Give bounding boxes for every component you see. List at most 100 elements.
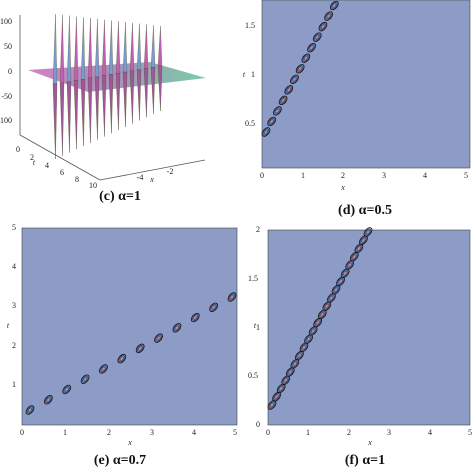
spike bbox=[80, 17, 86, 80]
contour bbox=[62, 384, 72, 395]
t-tick-label: 5 bbox=[12, 223, 16, 232]
t-tick-label: 2 bbox=[30, 153, 34, 162]
contour bbox=[284, 85, 294, 95]
contour bbox=[278, 386, 284, 391]
contour bbox=[319, 310, 326, 318]
x-tick-label: 5 bbox=[468, 428, 472, 437]
contour bbox=[364, 228, 372, 236]
contour bbox=[155, 334, 162, 342]
contour bbox=[347, 262, 352, 268]
contour bbox=[275, 108, 280, 114]
contour bbox=[310, 328, 316, 334]
x-tick-label: 0 bbox=[260, 171, 264, 180]
contour bbox=[119, 356, 124, 361]
x-tick-label: 5 bbox=[464, 171, 468, 180]
contour bbox=[361, 237, 366, 243]
spike bbox=[101, 75, 107, 137]
spike bbox=[157, 25, 163, 67]
x-tick-label: 2 bbox=[347, 428, 351, 437]
x-tick-label: 3 bbox=[382, 171, 386, 180]
spike bbox=[136, 69, 142, 121]
contour bbox=[193, 315, 198, 320]
contour bbox=[355, 244, 363, 252]
t-tick-label: 3 bbox=[12, 301, 16, 310]
contour bbox=[318, 21, 328, 32]
contour bbox=[229, 294, 235, 300]
x-tick-label: 3 bbox=[387, 428, 391, 437]
contour bbox=[46, 397, 51, 403]
contour bbox=[278, 95, 288, 106]
x-tick-label: 4 bbox=[423, 171, 427, 180]
contour bbox=[296, 65, 304, 73]
contour bbox=[346, 261, 353, 269]
spike bbox=[87, 17, 93, 79]
contour bbox=[44, 395, 53, 405]
contour bbox=[273, 106, 282, 116]
contour bbox=[274, 107, 281, 115]
contour bbox=[279, 96, 287, 104]
spike bbox=[108, 20, 114, 75]
contour bbox=[301, 345, 307, 350]
contour bbox=[209, 302, 218, 312]
contour bbox=[268, 117, 275, 125]
spike bbox=[150, 25, 156, 68]
surface-plot bbox=[19, 13, 206, 181]
contour bbox=[341, 269, 349, 277]
x-tick-label: 3 bbox=[150, 428, 154, 437]
contour bbox=[295, 64, 305, 74]
contour bbox=[315, 34, 320, 40]
contour bbox=[301, 53, 311, 63]
contour bbox=[312, 32, 322, 42]
t-tick-label: 0 bbox=[256, 420, 260, 429]
spike bbox=[94, 76, 100, 140]
x-axis-label: x bbox=[127, 438, 132, 447]
contour bbox=[338, 279, 343, 284]
contour bbox=[324, 303, 330, 309]
contour bbox=[100, 365, 107, 373]
contour bbox=[290, 74, 299, 84]
t-tick-label: 4 bbox=[45, 161, 49, 170]
contour bbox=[329, 295, 334, 301]
contour bbox=[297, 353, 302, 358]
contour bbox=[307, 43, 316, 53]
spike bbox=[59, 82, 65, 156]
contour bbox=[291, 75, 298, 83]
contour bbox=[287, 368, 294, 376]
caption: (f) α=1 bbox=[345, 453, 385, 468]
contour bbox=[365, 229, 371, 235]
contour bbox=[308, 44, 315, 52]
spike bbox=[129, 22, 135, 71]
contour bbox=[342, 270, 348, 276]
spike bbox=[101, 19, 107, 76]
contour bbox=[309, 45, 314, 51]
contour bbox=[305, 335, 312, 343]
spike bbox=[136, 23, 142, 70]
x-tick-label: 4 bbox=[192, 428, 196, 437]
contour bbox=[331, 2, 338, 10]
spike bbox=[122, 71, 128, 128]
spike bbox=[115, 21, 121, 74]
t-tick-label: 2 bbox=[12, 341, 16, 350]
contour bbox=[325, 12, 332, 20]
contour bbox=[25, 405, 35, 415]
x-tick-label: -2 bbox=[167, 167, 174, 176]
spike bbox=[66, 81, 72, 153]
contour bbox=[81, 375, 89, 383]
x-tick-label: 0 bbox=[266, 428, 270, 437]
contour bbox=[333, 287, 339, 292]
contour bbox=[360, 236, 367, 244]
spike bbox=[52, 83, 58, 160]
spike bbox=[59, 14, 65, 83]
contour bbox=[156, 335, 161, 341]
spike bbox=[108, 74, 114, 134]
contour bbox=[356, 246, 362, 251]
contour bbox=[320, 24, 326, 29]
spike bbox=[157, 65, 163, 112]
contour bbox=[323, 302, 331, 310]
t-tick-label: 1 bbox=[256, 323, 260, 332]
t-tick-label: 2 bbox=[256, 225, 260, 234]
contour bbox=[292, 76, 297, 82]
contour bbox=[190, 312, 200, 323]
contour bbox=[324, 11, 333, 21]
contour bbox=[332, 3, 337, 8]
